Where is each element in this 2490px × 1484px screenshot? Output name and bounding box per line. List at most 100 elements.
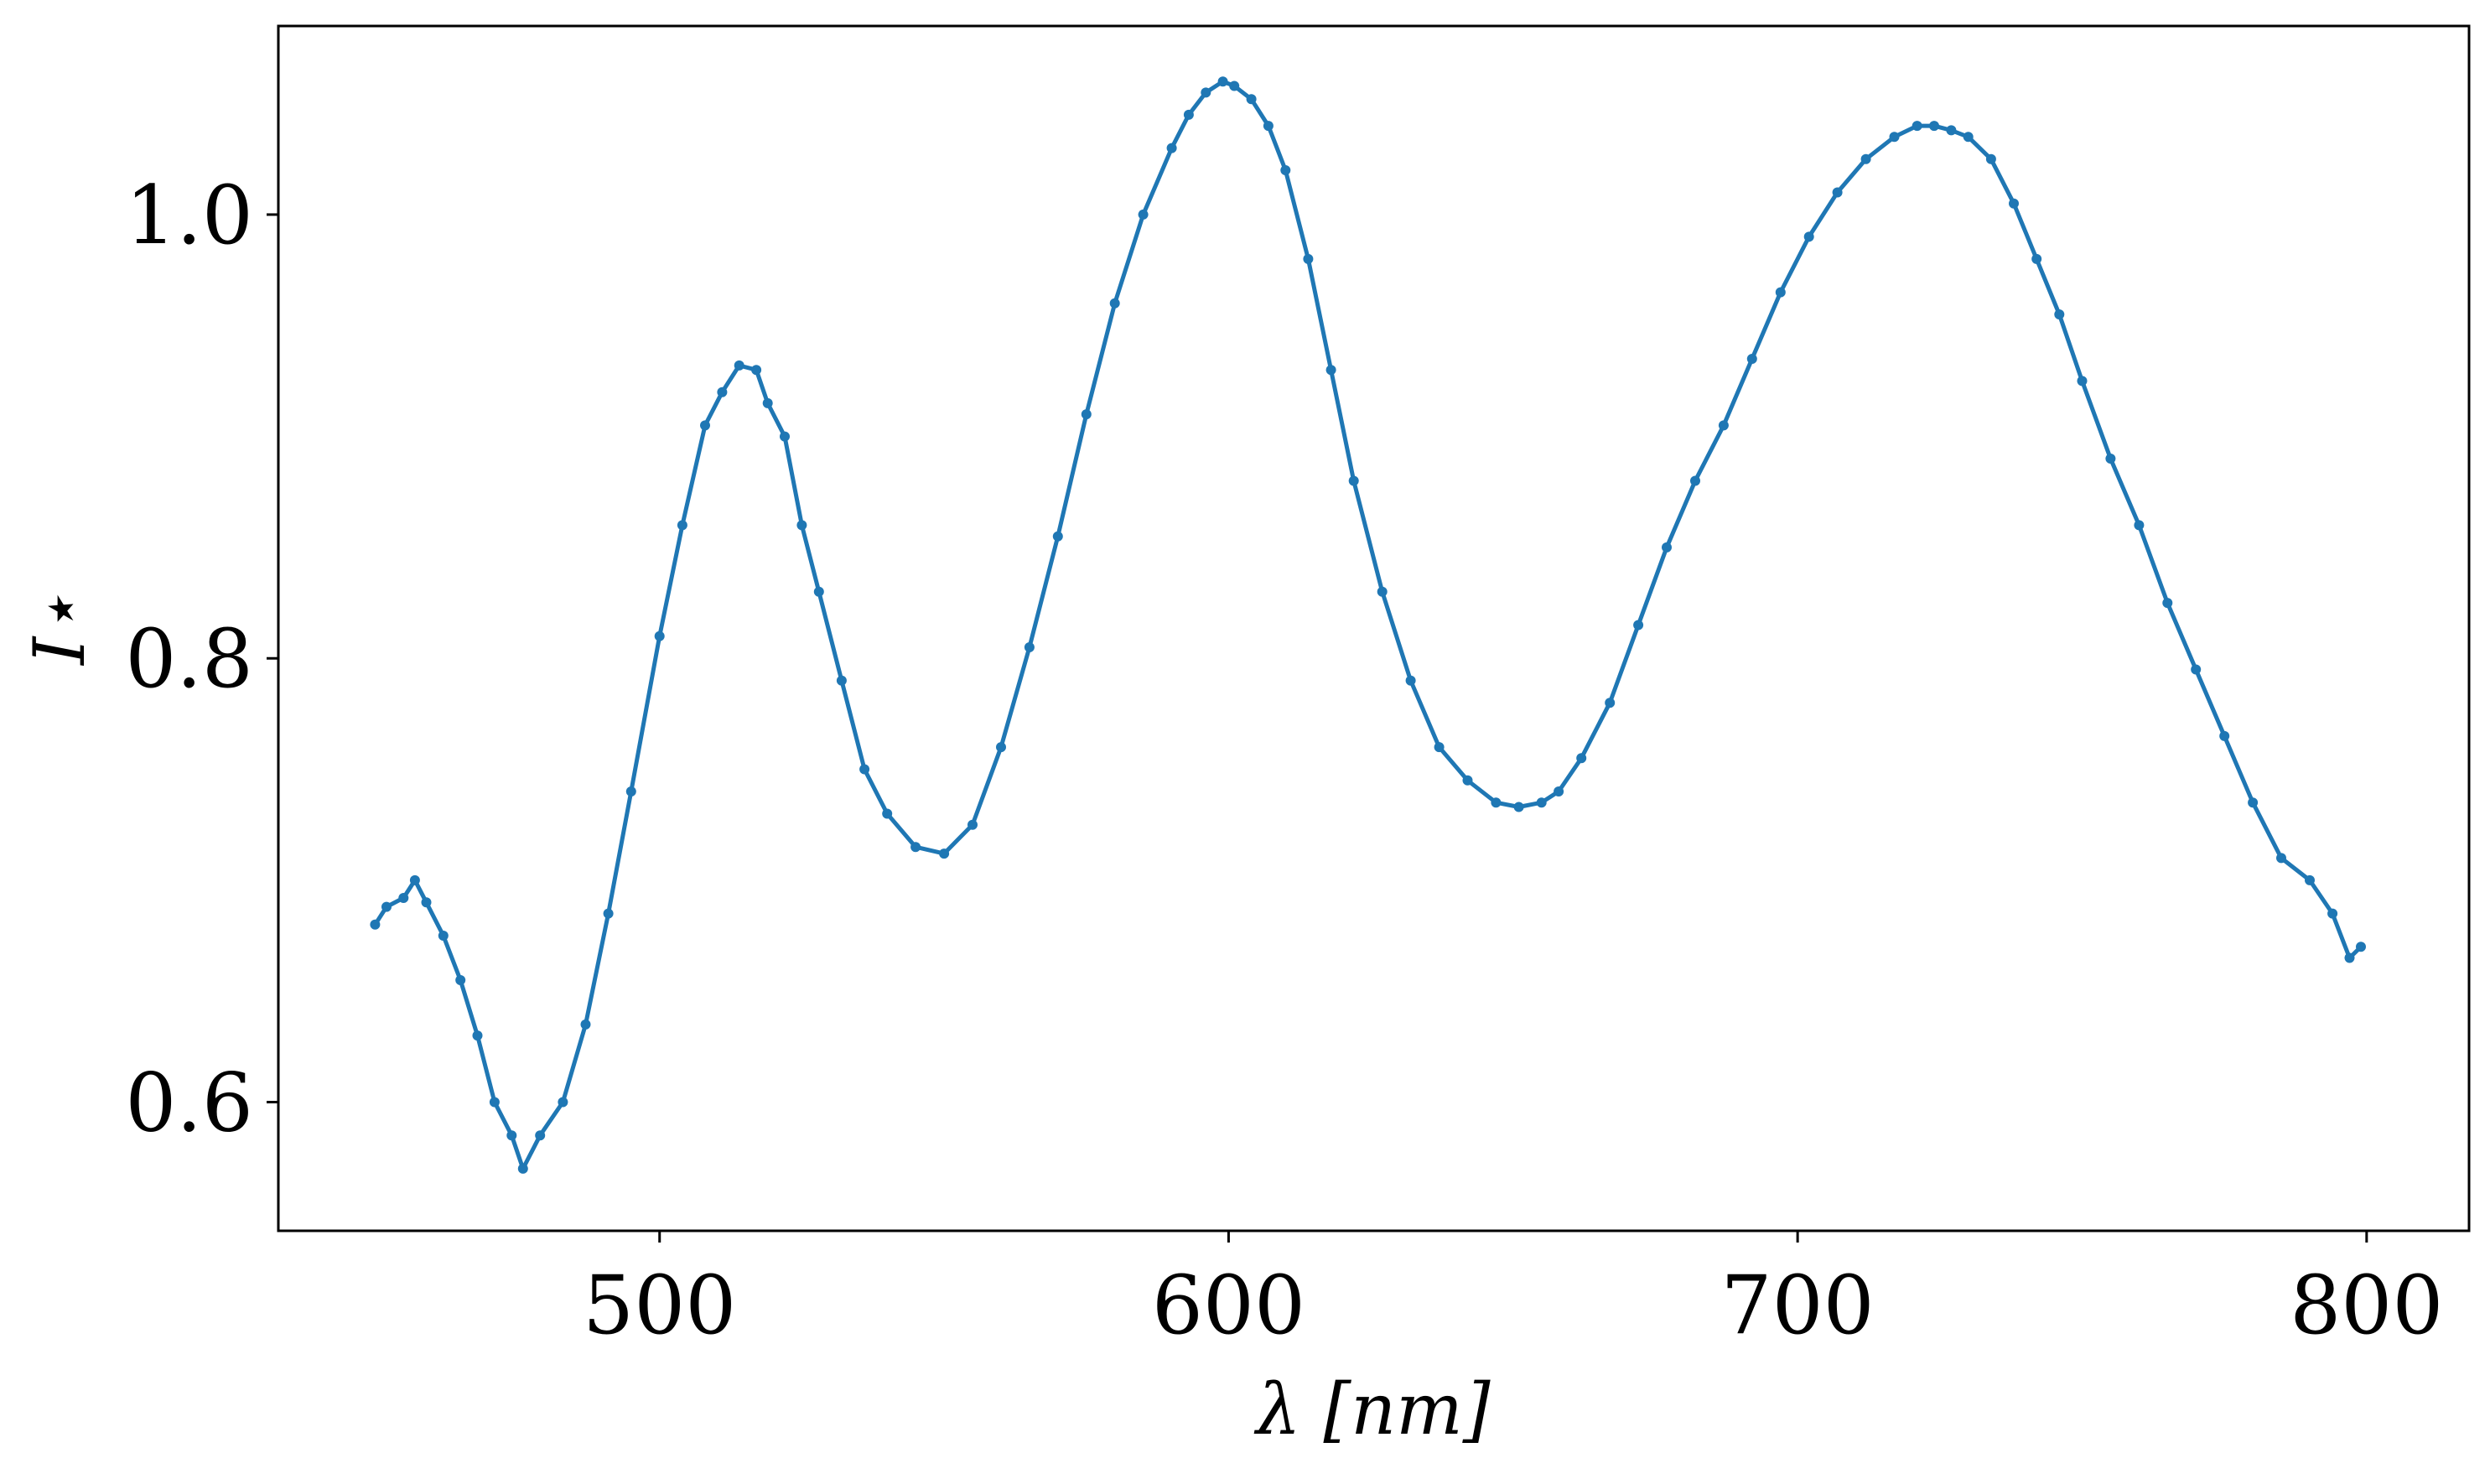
data-point (2276, 853, 2286, 864)
data-point (580, 1019, 591, 1030)
data-point (796, 520, 807, 531)
data-point (1912, 121, 1922, 132)
data-point (1746, 354, 1757, 364)
data-point (1554, 786, 1564, 796)
data-point (1889, 132, 1900, 143)
data-point (1633, 620, 1644, 630)
data-point (1081, 409, 1092, 420)
data-point (700, 420, 710, 431)
data-point (1024, 642, 1035, 652)
data-point (1803, 231, 1814, 242)
data-point (625, 786, 636, 796)
data-point (2356, 942, 2366, 952)
data-point (1832, 187, 1843, 198)
x-axis-label: λ [nm] (1253, 1368, 1490, 1450)
data-point (1229, 80, 1240, 91)
data-point (1183, 109, 1194, 120)
data-point (836, 675, 847, 686)
data-point (2162, 598, 2173, 609)
data-point (438, 931, 449, 941)
data-point (2077, 376, 2088, 387)
data-point (489, 1097, 500, 1108)
data-point (762, 397, 773, 408)
data-point (1690, 475, 1700, 486)
x-tick-label: 600 (1152, 1258, 1305, 1352)
data-point (1052, 531, 1063, 542)
data-point (734, 360, 744, 371)
data-point (2009, 198, 2019, 209)
data-point (1434, 742, 1445, 753)
data-point (1860, 153, 1871, 164)
data-point (1325, 365, 1336, 376)
data-point (1348, 475, 1359, 486)
data-point (603, 908, 614, 919)
data-point (1405, 675, 1416, 686)
data-point (370, 919, 381, 930)
data-point (2344, 952, 2355, 963)
data-point (1929, 121, 1939, 132)
data-point (1491, 797, 1502, 808)
y-tick-label: 0.6 (125, 1056, 253, 1150)
data-point (780, 431, 790, 442)
data-point (1462, 775, 1473, 786)
data-point (535, 1130, 546, 1141)
y-tick-label: 1.0 (125, 169, 253, 262)
data-point (1138, 209, 1149, 220)
data-point (1946, 125, 1957, 136)
data-point (455, 975, 466, 985)
x-tick-label: 800 (2290, 1258, 2443, 1352)
plot-frame (277, 24, 2471, 1232)
data-point (1109, 298, 1120, 309)
data-point (517, 1163, 528, 1174)
x-tick-label: 700 (1721, 1258, 1875, 1352)
data-point (472, 1030, 483, 1041)
data-point (967, 819, 978, 830)
data-point (1217, 76, 1228, 87)
data-point (654, 630, 665, 641)
data-point (1263, 121, 1274, 132)
series-layer (370, 76, 2366, 1174)
data-point (1246, 94, 1257, 105)
data-point (558, 1097, 568, 1108)
data-point (2031, 253, 2042, 264)
x-axis-ticks: 500 600 700 800 (583, 1231, 2443, 1352)
data-point (421, 897, 432, 908)
data-point (1166, 143, 1177, 153)
data-point (409, 874, 420, 885)
data-point (1985, 153, 1996, 164)
data-point (910, 842, 921, 853)
data-point (1775, 287, 1786, 298)
data-point (751, 365, 762, 376)
data-point (381, 901, 392, 912)
data-point (1280, 165, 1291, 175)
data-point (859, 764, 870, 775)
data-point (1201, 87, 1211, 98)
x-tick-label: 500 (583, 1258, 736, 1352)
data-point (1662, 542, 1672, 553)
data-point (2305, 874, 2315, 885)
data-point (1513, 802, 1524, 812)
y-axis-label: I⋆ (18, 593, 101, 667)
data-point (717, 387, 728, 397)
data-point (1718, 420, 1729, 431)
data-point (2248, 797, 2259, 808)
data-point (1536, 797, 1547, 808)
data-point (677, 520, 687, 531)
data-point (939, 848, 950, 859)
data-point (2327, 908, 2338, 919)
data-point (2191, 664, 2202, 675)
data-point (2054, 309, 2065, 319)
data-point (1605, 698, 1616, 708)
data-point (2134, 520, 2145, 531)
data-point (996, 742, 1006, 753)
data-point (1576, 753, 1587, 764)
data-point (1963, 132, 1974, 143)
y-axis-ticks: 0.6 0.8 1.0 (125, 169, 278, 1150)
data-point (2219, 730, 2230, 741)
data-point (813, 586, 824, 597)
data-point (506, 1130, 517, 1141)
data-point (1303, 253, 1314, 264)
data-point (882, 808, 893, 819)
